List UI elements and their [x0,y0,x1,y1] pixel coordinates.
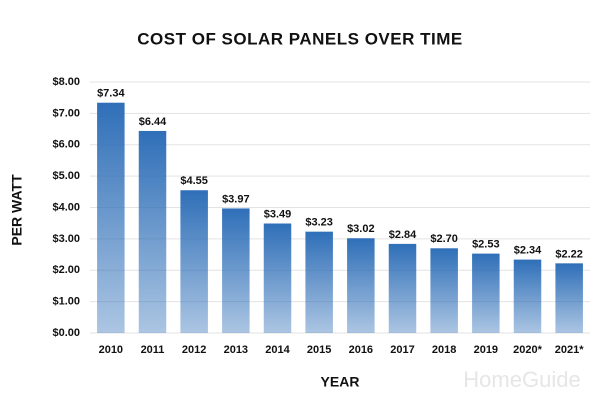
y-tick-label: $8.00 [52,76,80,88]
watermark: HomeGuide [463,367,580,392]
value-label: $2.70 [430,233,458,245]
x-axis-label: YEAR [321,374,360,390]
value-label: $3.02 [347,223,375,235]
y-tick-label: $2.00 [52,264,80,276]
x-tick-label: 2011 [141,344,165,356]
y-axis-label: PER WATT [9,174,25,246]
y-tick-label: $5.00 [52,170,80,182]
x-tick-label: 2012 [182,344,206,356]
value-label: $2.84 [389,229,417,241]
bar [222,208,250,333]
value-label: $4.55 [180,175,208,187]
value-label: $3.23 [305,217,333,229]
bar [555,263,583,333]
x-tick-label: 2021* [555,344,584,356]
y-tick-label: $7.00 [52,107,80,119]
value-label: $2.53 [472,239,500,251]
y-tick-label: $3.00 [52,233,80,245]
bar [430,248,458,333]
y-tick-label: $6.00 [52,139,80,151]
x-tick-label: 2020* [513,344,542,356]
x-tick-label: 2015 [307,344,331,356]
value-label: $7.34 [97,88,125,100]
bar [263,223,292,333]
y-tick-label: $1.00 [52,296,80,308]
bar [305,231,333,333]
value-label: $2.34 [514,244,542,256]
x-tick-label: 2014 [265,344,290,356]
x-tick-label: 2018 [432,344,456,356]
chart-title: COST OF SOLAR PANELS OVER TIME [137,29,462,48]
bar [513,259,542,333]
x-tick-label: 2016 [349,344,373,356]
bar [97,102,125,334]
x-tick-label: 2013 [224,344,248,356]
y-tick-label: $4.00 [52,201,80,213]
value-label: $6.44 [139,116,167,128]
x-tick-label: 2017 [390,344,414,356]
value-label: $3.49 [264,208,292,220]
value-label: $3.97 [222,193,250,205]
x-tick-label: 2010 [99,344,123,356]
bar [388,243,417,333]
bar [138,130,167,333]
y-tick-label: $0.00 [52,327,80,339]
bar [347,238,375,333]
bar [180,190,208,333]
bar [472,253,500,333]
value-label: $2.22 [555,248,583,260]
x-tick-label: 2019 [474,344,498,356]
